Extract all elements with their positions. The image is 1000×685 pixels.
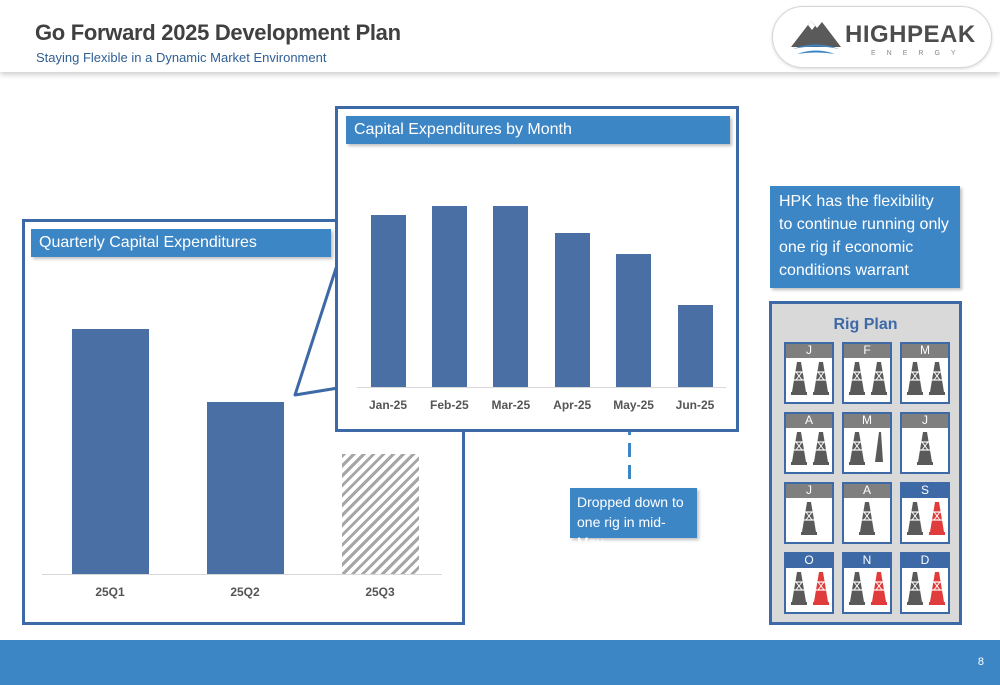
x-tick-label: 25Q3 xyxy=(365,585,395,599)
drilling-rig-icon xyxy=(801,502,817,535)
page-number: 8 xyxy=(977,656,984,668)
x-tick-label: 25Q1 xyxy=(95,585,125,599)
rig-plan-panel: Rig Plan J F M xyxy=(769,301,962,625)
drilling-rig-icon xyxy=(849,432,883,465)
rig-month-label: N xyxy=(844,554,890,568)
page-title: Go Forward 2025 Development Plan xyxy=(35,20,401,45)
bar-25q3 xyxy=(341,453,419,574)
drilling-rig-icon xyxy=(849,572,887,605)
rig-month-label: A xyxy=(844,484,890,498)
rig-plan-title: Rig Plan xyxy=(833,316,898,333)
rig-month-label: O xyxy=(786,554,832,568)
x-axis-line xyxy=(42,574,442,575)
page-subtitle: Staying Flexible in a Dynamic Market Env… xyxy=(36,50,327,65)
drilling-rig-icon xyxy=(907,502,945,535)
drilling-rig-icon xyxy=(907,362,945,395)
drilling-rig-icon xyxy=(907,572,945,605)
x-axis-line xyxy=(357,387,726,388)
rig-month-cell: M xyxy=(900,342,950,404)
slide-footer: 8 xyxy=(0,640,1000,685)
slide-header: Go Forward 2025 Development Plan Staying… xyxy=(0,0,1000,72)
rig-month-cell: A xyxy=(784,412,834,474)
x-tick-label: Apr-25 xyxy=(553,398,592,412)
quarterly-chart-title: Quarterly Capital Expenditures xyxy=(31,229,331,257)
monthly-plot-area: Jan-25 Feb-25 Mar-25 Apr-25 May-25 Jun-25 xyxy=(338,109,736,429)
rig-month-label: M xyxy=(844,414,890,428)
rig-month-label: J xyxy=(786,344,832,358)
monthly-capex-panel: Capital Expenditures by Month Jan-25 Feb-… xyxy=(335,106,739,432)
bar-feb-25 xyxy=(431,206,467,387)
bar-apr-25 xyxy=(554,232,590,387)
rig-month-label: J xyxy=(902,414,948,428)
rig-month-cell: D xyxy=(900,552,950,614)
rig-month-cell: O xyxy=(784,552,834,614)
rig-month-cell: J xyxy=(900,412,950,474)
rig-month-label: D xyxy=(902,554,948,568)
x-tick-label: Jun-25 xyxy=(675,398,715,412)
x-tick-label: Mar-25 xyxy=(491,398,531,412)
bar-jun-25 xyxy=(677,304,713,387)
x-tick-label: Jan-25 xyxy=(368,398,408,412)
mountain-logo-icon xyxy=(791,21,841,54)
drilling-rig-icon xyxy=(859,502,875,535)
bar-jan-25 xyxy=(370,215,406,387)
flexibility-callout: HPK has the flexibility to continue runn… xyxy=(770,186,960,288)
x-tick-label: 25Q2 xyxy=(230,585,260,599)
company-logo: HIGHPEAK ENERGY xyxy=(772,6,992,68)
rig-month-label: A xyxy=(786,414,832,428)
rig-month-label: F xyxy=(844,344,890,358)
rig-month-cell: M xyxy=(842,412,892,474)
rig-month-cell: J xyxy=(784,482,834,544)
drilling-rig-icon xyxy=(917,432,933,465)
bar-mar-25 xyxy=(493,206,529,387)
bar-25q1 xyxy=(71,328,149,574)
callout-connector-dash xyxy=(628,465,631,479)
bar-may-25 xyxy=(616,254,652,387)
rig-month-label: J xyxy=(786,484,832,498)
drilling-rig-icon xyxy=(849,362,887,395)
rig-month-cell: A xyxy=(842,482,892,544)
rig-drop-callout: Dropped down to one rig in mid-May xyxy=(570,488,697,550)
monthly-chart-title: Capital Expenditures by Month xyxy=(346,116,730,144)
rig-month-cell: N xyxy=(842,552,892,614)
x-tick-label: Feb-25 xyxy=(430,398,469,412)
rig-month-label: S xyxy=(902,484,948,498)
drilling-rig-icon xyxy=(791,432,829,465)
drilling-rig-icon xyxy=(791,572,829,605)
rig-month-label: M xyxy=(902,344,948,358)
drilling-rig-icon xyxy=(791,362,829,395)
logo-subtext: ENERGY xyxy=(871,50,967,57)
bar-25q2 xyxy=(206,402,284,574)
rig-month-cell: J xyxy=(784,342,834,404)
callout-connector-dash xyxy=(628,443,631,457)
rig-month-cell: F xyxy=(842,342,892,404)
x-tick-label: May-25 xyxy=(613,398,654,412)
quarterly-plot-area: 25Q1 25Q2 25Q3 xyxy=(25,222,462,622)
logo-wordmark: HIGHPEAK xyxy=(845,21,976,48)
rig-month-cell: S xyxy=(900,482,950,544)
